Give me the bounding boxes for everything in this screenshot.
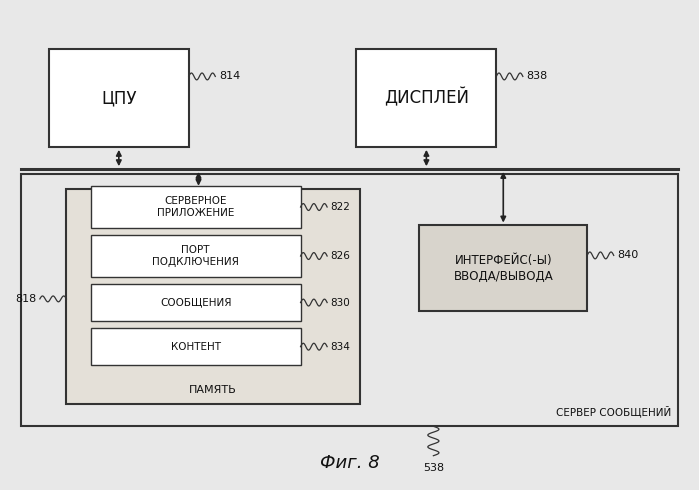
Bar: [419, 225, 587, 311]
Text: СООБЩЕНИЯ: СООБЩЕНИЯ: [160, 297, 231, 308]
Bar: [91, 186, 301, 228]
Text: 818: 818: [15, 294, 36, 304]
Text: ПАМЯТЬ: ПАМЯТЬ: [189, 386, 237, 395]
Text: СЕРВЕР СООБЩЕНИЙ: СЕРВЕР СООБЩЕНИЙ: [556, 406, 671, 417]
Bar: [66, 189, 360, 404]
Text: 834: 834: [331, 342, 350, 352]
Text: Фиг. 8: Фиг. 8: [319, 454, 380, 472]
Bar: [356, 49, 496, 147]
Bar: [21, 174, 678, 426]
Text: ИНТЕРФЕЙС(-Ы)
ВВОДА/ВЫВОДА: ИНТЕРФЕЙС(-Ы) ВВОДА/ВЫВОДА: [454, 253, 553, 283]
Text: ПОРТ
ПОДКЛЮЧЕНИЯ: ПОРТ ПОДКЛЮЧЕНИЯ: [152, 245, 239, 268]
Text: 538: 538: [423, 463, 444, 473]
Text: 838: 838: [526, 72, 547, 81]
Text: 814: 814: [219, 72, 240, 81]
Text: 826: 826: [331, 251, 350, 261]
Bar: [91, 284, 301, 321]
Text: 822: 822: [331, 202, 350, 212]
Bar: [91, 328, 301, 365]
Text: 830: 830: [331, 297, 350, 308]
Text: ДИСПЛЕЙ: ДИСПЛЕЙ: [384, 88, 469, 108]
Text: КОНТЕНТ: КОНТЕНТ: [171, 342, 221, 352]
Text: 840: 840: [617, 250, 638, 260]
Text: ЦПУ: ЦПУ: [101, 89, 136, 107]
Bar: [91, 235, 301, 277]
Bar: [49, 49, 189, 147]
Text: СЕРВЕРНОЕ
ПРИЛОЖЕНИЕ: СЕРВЕРНОЕ ПРИЛОЖЕНИЕ: [157, 196, 234, 219]
